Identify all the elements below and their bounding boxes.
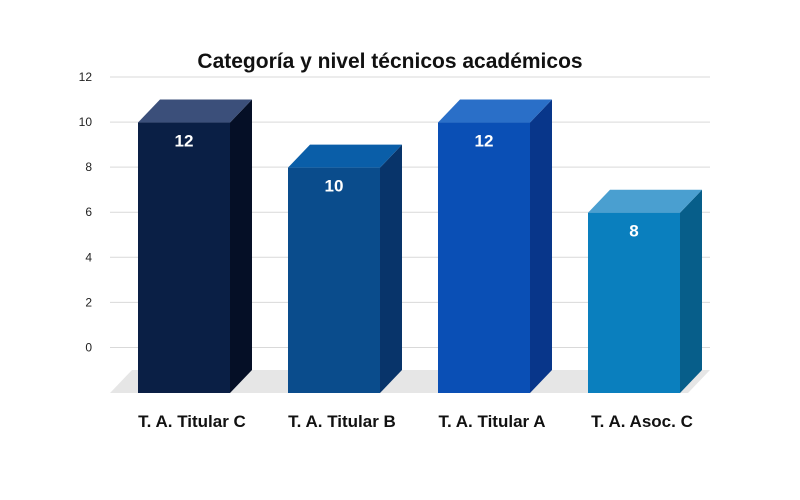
y-tick-label: 0 [85,340,92,354]
bar [438,122,530,394]
bar-top [588,189,702,213]
x-category-label: T. A. Titular C [138,412,246,431]
x-category-label: T. A. Titular B [288,412,396,431]
y-tick-label: 10 [79,115,93,129]
bar [588,212,680,393]
bar-top [138,99,252,123]
y-tick-label: 4 [85,250,92,264]
data-label: 12 [175,132,194,151]
bar-side [530,99,552,394]
bar [288,167,380,393]
bar-side [380,144,402,393]
bar-top [438,99,552,123]
bar [138,122,230,394]
bar-top [288,144,402,168]
x-category-label: T. A. Asoc. C [591,412,693,431]
y-tick-label: 8 [85,160,92,174]
bar-side [680,189,702,393]
chart-title: Categoría y nivel técnicos académicos [197,50,583,73]
y-tick-label: 12 [79,70,93,84]
y-tick-label: 2 [85,295,92,309]
bar-side [230,99,252,394]
chart-floor [110,370,710,393]
y-tick-label: 6 [85,205,92,219]
data-label: 8 [629,222,638,241]
x-category-label: T. A. Titular A [438,412,545,431]
data-label: 10 [325,177,344,196]
data-label: 12 [475,132,494,151]
